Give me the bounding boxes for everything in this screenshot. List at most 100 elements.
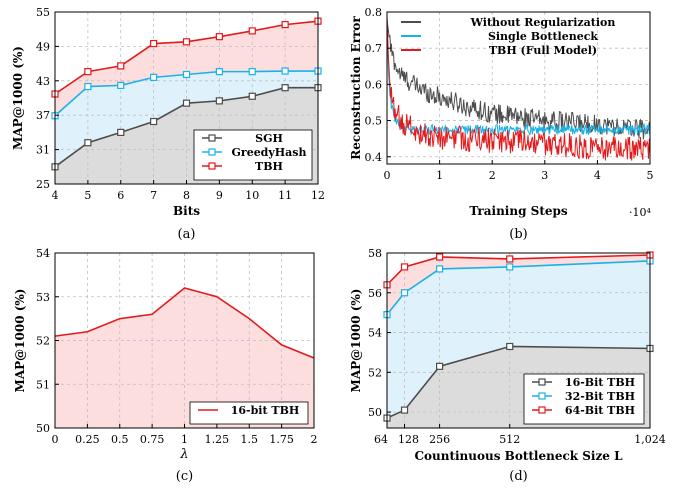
y-tick-label-b-2: 0.6 xyxy=(365,78,383,91)
legend-marker-a-0 xyxy=(208,134,216,142)
x-tick-label-c-6: 1.5 xyxy=(241,433,259,446)
data-point-a-0-4 xyxy=(182,99,191,107)
legend-label-b-1: Single Bottleneck xyxy=(488,30,598,43)
data-point-a-2-5 xyxy=(215,33,223,41)
legend-label-b-0: Without Regularization xyxy=(470,16,616,29)
y-tick-label-b-3: 0.7 xyxy=(365,42,383,55)
data-point-a-2-2 xyxy=(117,62,125,70)
y-tick-label-d-4: 58 xyxy=(368,247,382,260)
data-point-a-1-2 xyxy=(117,81,125,89)
x-tick-label-c-2: 0.5 xyxy=(111,433,129,446)
data-point-d-1-2 xyxy=(436,265,444,273)
data-point-a-1-1 xyxy=(84,82,92,91)
legend-box-c xyxy=(189,401,309,425)
x-tick-label-b-5: 5 xyxy=(647,169,654,182)
legend-marker-d-2 xyxy=(538,406,546,414)
x-tick-label-a-6: 10 xyxy=(245,189,259,202)
data-point-d-0-3 xyxy=(506,342,514,351)
x-tick-label-a-3: 7 xyxy=(150,189,157,202)
data-point-a-2-7 xyxy=(281,21,289,29)
x-axis-label-a: Bits xyxy=(173,204,200,218)
data-point-a-2-4 xyxy=(182,38,191,46)
data-point-a-1-7 xyxy=(281,67,289,75)
data-point-d-2-2 xyxy=(436,253,444,261)
legend-marker-a-1 xyxy=(208,148,216,156)
legend-marker-d-1 xyxy=(538,392,546,400)
data-point-d-2-1 xyxy=(400,263,409,271)
data-point-a-0-5 xyxy=(215,97,223,105)
series-line-c-0 xyxy=(54,287,315,359)
chart-b: 0 1 2 3 4 5 0.4 0.5 0.6 0.7 0.8 Training Steps Recon… xyxy=(349,6,654,242)
y-axis-label-d: MAP@1000 (%) xyxy=(349,289,363,393)
plot-frame-d xyxy=(386,252,651,429)
y-tick-label-b-0: 0.4 xyxy=(365,151,383,164)
x-tick-label-c-4: 1 xyxy=(181,433,188,446)
x-tick-label-a-8: 12 xyxy=(311,189,325,202)
x-tick-label-c-8: 2 xyxy=(311,433,318,446)
y-tick-label-c-3: 53 xyxy=(36,291,50,304)
legend-marker-a-2 xyxy=(208,162,216,170)
y-tick-label-a-4: 49 xyxy=(36,40,50,53)
y-axis-label-c: MAP@1000 (%) xyxy=(13,289,27,393)
data-point-d-1-3 xyxy=(506,263,514,271)
data-point-a-0-1 xyxy=(84,139,92,147)
x-tick-label-a-7: 11 xyxy=(278,189,292,202)
x-tick-label-d-3: 512 xyxy=(499,433,520,446)
legend-label-b-2: TBH (Full Model) xyxy=(489,44,597,57)
x-axis-label-b: Training Steps xyxy=(469,204,568,218)
y-tick-label-a-1: 31 xyxy=(36,144,50,157)
x-tick-label-b-3: 3 xyxy=(541,169,548,182)
y-tick-label-c-4: 54 xyxy=(36,247,50,260)
x-tick-label-c-7: 1.75 xyxy=(269,433,294,446)
x-tick-label-d-0: 64 xyxy=(374,433,388,446)
x-axis-label-c: λ xyxy=(179,447,188,462)
y-tick-label-c-2: 52 xyxy=(36,335,50,348)
caption-a: (a) xyxy=(178,227,196,242)
x-tick-label-b-1: 1 xyxy=(436,169,443,182)
legend-label-c-0: 16-bit TBH xyxy=(231,404,300,417)
y-tick-label-d-0: 50 xyxy=(368,406,382,419)
data-point-a-2-6 xyxy=(248,27,256,35)
legend-label-d-1: 32-Bit TBH xyxy=(565,390,635,403)
y-tick-label-b-4: 0.8 xyxy=(365,6,383,19)
x-tick-label-d-4: 1,024 xyxy=(634,433,666,446)
y-tick-label-d-2: 54 xyxy=(368,327,382,340)
y-tick-label-a-5: 55 xyxy=(36,6,50,19)
x-tick-label-b-2: 2 xyxy=(489,169,496,182)
data-point-a-2-3 xyxy=(150,39,158,48)
caption-d: (d) xyxy=(509,469,527,484)
legend-label-a-1: GreedyHash xyxy=(232,146,307,159)
x-axis-label-d: Countinuous Bottleneck Size L xyxy=(414,449,623,463)
caption-b: (b) xyxy=(509,227,527,242)
data-point-a-1-3 xyxy=(150,73,158,81)
x-multiplier-b: ·10⁴ xyxy=(629,206,651,219)
data-point-a-0-7 xyxy=(281,84,289,92)
y-axis-label-a: MAP@1000 (%) xyxy=(11,46,25,150)
y-tick-label-a-3: 43 xyxy=(36,75,50,88)
data-point-a-1-5 xyxy=(215,68,223,76)
y-tick-label-d-3: 56 xyxy=(368,287,382,300)
legend-label-a-2: TBH xyxy=(255,160,283,173)
x-tick-label-a-1: 5 xyxy=(84,189,91,202)
x-tick-label-b-4: 4 xyxy=(594,169,601,182)
y-tick-label-c-1: 51 xyxy=(36,378,50,391)
data-point-a-0-2 xyxy=(117,128,125,136)
data-point-a-2-1 xyxy=(84,68,92,76)
plot-frame-b xyxy=(386,11,651,165)
x-tick-label-c-3: 0.75 xyxy=(140,433,165,446)
data-point-a-0-3 xyxy=(150,117,158,126)
y-tick-label-b-1: 0.5 xyxy=(365,115,383,128)
legend-marker-d-0 xyxy=(538,378,546,386)
x-tick-label-a-5: 9 xyxy=(216,189,223,202)
data-point-d-0-1 xyxy=(400,406,409,414)
data-point-d-2-3 xyxy=(506,255,514,263)
chart-d: 64 128 256 512 1,024 50 52 54 56 58 Countinuous Bo… xyxy=(349,247,666,484)
chart-a: 4 5 6 7 8 9 10 11 12 25 31 37 43 49 55 Bits MAP@1000 (%)… xyxy=(11,6,325,242)
data-point-a-1-6 xyxy=(248,68,256,76)
y-tick-label-a-0: 25 xyxy=(36,178,50,191)
x-tick-label-d-1: 128 xyxy=(398,433,419,446)
x-tick-label-c-0: 0 xyxy=(52,433,59,446)
